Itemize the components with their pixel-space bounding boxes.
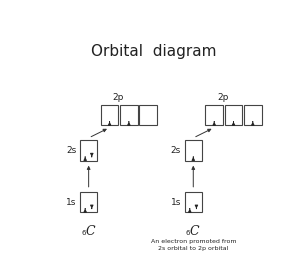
Text: 1s: 1s <box>66 198 76 207</box>
Bar <box>101 105 118 125</box>
Text: 2s: 2s <box>171 146 181 155</box>
Text: 6: 6 <box>186 230 190 236</box>
Bar <box>244 105 262 125</box>
Text: 2p: 2p <box>112 93 124 102</box>
Text: 6: 6 <box>81 230 85 236</box>
Text: C: C <box>190 225 200 238</box>
Text: Orbital  diagram: Orbital diagram <box>91 44 217 59</box>
Bar <box>120 105 138 125</box>
Text: An electron promoted from
2s orbital to 2p orbital: An electron promoted from 2s orbital to … <box>151 239 236 252</box>
Bar <box>80 140 98 161</box>
Bar <box>184 192 202 213</box>
Bar <box>80 192 98 213</box>
Bar <box>206 105 223 125</box>
Text: 1s: 1s <box>171 198 181 207</box>
Bar <box>140 105 157 125</box>
Text: 2p: 2p <box>217 93 229 102</box>
Bar <box>225 105 242 125</box>
Text: 2s: 2s <box>66 146 76 155</box>
Bar <box>184 140 202 161</box>
Text: C: C <box>85 225 95 238</box>
